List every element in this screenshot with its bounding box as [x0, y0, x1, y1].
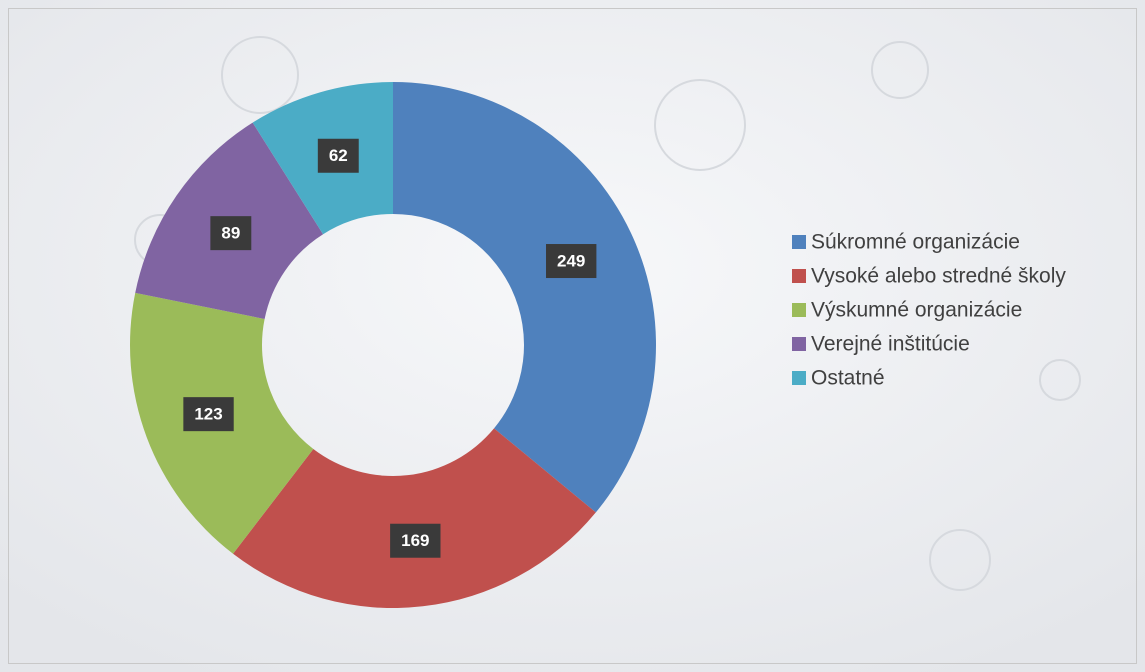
- data-label-box: [183, 397, 234, 432]
- data-label: 249: [557, 252, 585, 271]
- decor: [134, 36, 1081, 591]
- legend-label: Súkromné organizácie: [811, 231, 1020, 254]
- data-label-box: [390, 523, 441, 558]
- legend-swatch: [792, 235, 806, 249]
- legend-swatch: [792, 269, 806, 283]
- data-label: 123: [194, 405, 222, 424]
- legend-label: Vysoké alebo stredné školy: [811, 265, 1066, 288]
- frame: [8, 8, 1137, 664]
- donut-slice: [393, 82, 656, 513]
- data-label: 169: [401, 531, 429, 550]
- data-label: 62: [329, 146, 348, 165]
- data-label-box: [210, 216, 252, 251]
- legend-label: Výskumné organizácie: [811, 299, 1022, 322]
- legend-swatch: [792, 371, 806, 385]
- data-label: 89: [221, 224, 240, 243]
- data-label-box: [546, 244, 597, 279]
- legend-label: Verejné inštitúcie: [811, 333, 970, 356]
- data-label-box: [317, 138, 359, 173]
- donut-slice: [233, 428, 596, 609]
- legend-swatch: [792, 337, 806, 351]
- legend-label: Ostatné: [811, 367, 885, 390]
- legend-swatch: [792, 303, 806, 317]
